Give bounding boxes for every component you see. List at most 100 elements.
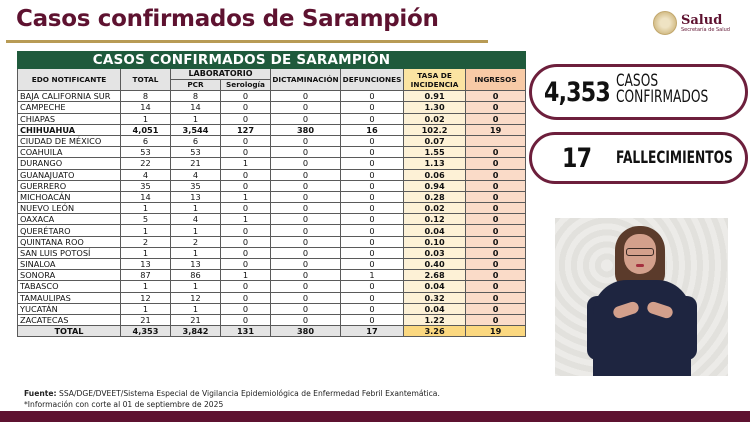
- cell-defunciones: 0: [340, 313, 404, 327]
- cell-dictaminacion: 0: [270, 146, 341, 159]
- sign-language-interpreter-video: [555, 218, 728, 376]
- cell-dictaminacion: 0: [270, 202, 341, 215]
- cell-dictaminacion: 380: [270, 123, 341, 136]
- cell-ingresos: 0: [465, 235, 527, 248]
- cell-pcr: 1: [170, 302, 221, 315]
- cell-dictaminacion: 0: [270, 179, 341, 192]
- total-cell-state: TOTAL: [17, 325, 121, 338]
- cell-pcr: 1: [170, 112, 221, 125]
- cell-dictaminacion: 0: [270, 224, 341, 237]
- table-row: CHIHUAHUA 4,051 3,544 127 380 16 102.2 19: [17, 123, 527, 136]
- cell-state: CHIHUAHUA: [17, 123, 121, 136]
- cell-defunciones: 0: [340, 101, 404, 114]
- cell-ingresos: 0: [465, 202, 527, 215]
- table-banner-end: [465, 51, 527, 69]
- cell-defunciones: 0: [340, 179, 404, 192]
- table-row: MICHOACÁN 14 13 1 0 0 0.28 0: [17, 190, 527, 204]
- cell-dictaminacion: 0: [270, 190, 341, 204]
- total-cell-dictaminacion: 380: [270, 325, 341, 338]
- cell-pcr: 1: [170, 224, 221, 237]
- table-row: YUCATÁN 1 1 0 0 0 0.04 0: [17, 302, 527, 315]
- col-header-tasa: TASA DE INCIDENCIA: [402, 67, 467, 92]
- cell-ingresos: [465, 134, 527, 148]
- cell-serologia: 0: [220, 224, 271, 237]
- cell-state: SONORA: [17, 269, 121, 282]
- table-row: SINALOA 13 13 0 0 0 0.40 0: [17, 257, 527, 271]
- cell-serologia: 127: [220, 123, 271, 136]
- cell-state: BAJA CALIFORNIA SUR: [17, 90, 121, 103]
- cases-label-line-2: CONFIRMADOS: [616, 87, 709, 107]
- cell-serologia: 0: [220, 235, 271, 248]
- cell-dictaminacion: 0: [270, 280, 341, 293]
- title-divider: [6, 40, 488, 43]
- cell-total: 12: [120, 291, 171, 304]
- cell-serologia: 0: [220, 134, 271, 148]
- cell-tasa: 0.02: [402, 202, 467, 215]
- cell-tasa: 1.13: [402, 157, 467, 170]
- table-row: CAMPECHE 14 14 0 0 0 1.30 0: [17, 101, 527, 114]
- cell-ingresos: 0: [465, 280, 527, 293]
- cell-defunciones: 1: [340, 269, 404, 282]
- cell-total: 1: [120, 224, 171, 237]
- cell-serologia: 0: [220, 202, 271, 215]
- col-header-serologia: Serología: [220, 79, 271, 92]
- cell-serologia: 1: [220, 269, 271, 282]
- cell-dictaminacion: 0: [270, 134, 341, 148]
- table-row: SAN LUIS POTOSÍ 1 1 0 0 0 0.03 0: [17, 246, 527, 260]
- cell-ingresos: 0: [465, 291, 527, 304]
- cell-state: CIUDAD DE MÉXICO: [17, 134, 121, 148]
- cell-defunciones: 0: [340, 157, 404, 170]
- interpreter-body: [593, 280, 691, 376]
- bottom-bar: [0, 411, 750, 422]
- cell-defunciones: 0: [340, 291, 404, 304]
- cell-ingresos: 0: [465, 112, 527, 125]
- cell-total: 21: [120, 313, 171, 327]
- page-title: Casos confirmados de Sarampión: [16, 6, 439, 32]
- cell-serologia: 0: [220, 280, 271, 293]
- cell-pcr: 14: [170, 101, 221, 114]
- cell-state: ZACATECAS: [17, 313, 121, 327]
- cell-defunciones: 0: [340, 190, 404, 204]
- cell-defunciones: 0: [340, 90, 404, 103]
- table-row: GUANAJUATO 4 4 0 0 0 0.06 0: [17, 168, 527, 181]
- cell-total: 14: [120, 190, 171, 204]
- table-row: COAHUILA 53 53 0 0 0 1.55 0: [17, 146, 527, 159]
- total-cell-pcr: 3,842: [170, 325, 221, 338]
- cell-state: GUERRERO: [17, 179, 121, 192]
- cell-ingresos: 0: [465, 313, 527, 327]
- cell-state: SAN LUIS POTOSÍ: [17, 246, 121, 260]
- cell-ingresos: 0: [465, 168, 527, 181]
- cell-total: 4: [120, 168, 171, 181]
- cell-pcr: 1: [170, 202, 221, 215]
- cell-tasa: 0.32: [402, 291, 467, 304]
- cell-serologia: 0: [220, 179, 271, 192]
- table-row: CHIAPAS 1 1 0 0 0 0.02 0: [17, 112, 527, 125]
- cell-defunciones: 0: [340, 213, 404, 226]
- footnote: Fuente: SSA/DGE/DVEET/Sistema Especial d…: [24, 389, 440, 410]
- cell-state: QUERÉTARO: [17, 224, 121, 237]
- cell-total: 1: [120, 280, 171, 293]
- table-row: GUERRERO 35 35 0 0 0 0.94 0: [17, 179, 527, 192]
- cell-pcr: 1: [170, 280, 221, 293]
- table-row: TAMAULIPAS 12 12 0 0 0 0.32 0: [17, 291, 527, 304]
- cell-dictaminacion: 0: [270, 257, 341, 271]
- cell-total: 14: [120, 101, 171, 114]
- cell-serologia: 0: [220, 168, 271, 181]
- cell-total: 35: [120, 179, 171, 192]
- cell-tasa: 0.28: [402, 190, 467, 204]
- table-row: SONORA 87 86 1 0 1 2.68 0: [17, 269, 527, 282]
- cell-defunciones: 0: [340, 202, 404, 215]
- table-row: BAJA CALIFORNIA SUR 8 8 0 0 0 0.91 0: [17, 90, 527, 103]
- interpreter-face: [624, 234, 656, 274]
- cell-total: 22: [120, 157, 171, 170]
- cell-total: 1: [120, 246, 171, 260]
- interpreter-lips: [636, 264, 644, 267]
- measles-table: CASOS CONFIRMADOS DE SARAMPIÓN EDO NOTIF…: [16, 51, 527, 338]
- cell-ingresos: 0: [465, 157, 527, 170]
- col-header-defunciones: DEFUNCIONES: [340, 67, 404, 92]
- cell-ingresos: 0: [465, 146, 527, 159]
- cell-state: SINALOA: [17, 257, 121, 271]
- total-cell-ingresos: 19: [465, 325, 527, 338]
- cell-tasa: 0.04: [402, 224, 467, 237]
- col-header-ingresos: INGRESOS: [465, 67, 527, 92]
